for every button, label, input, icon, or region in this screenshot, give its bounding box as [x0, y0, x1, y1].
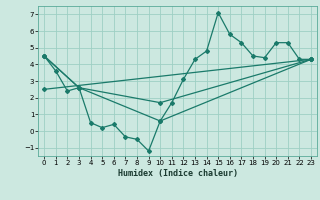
X-axis label: Humidex (Indice chaleur): Humidex (Indice chaleur)	[118, 169, 238, 178]
